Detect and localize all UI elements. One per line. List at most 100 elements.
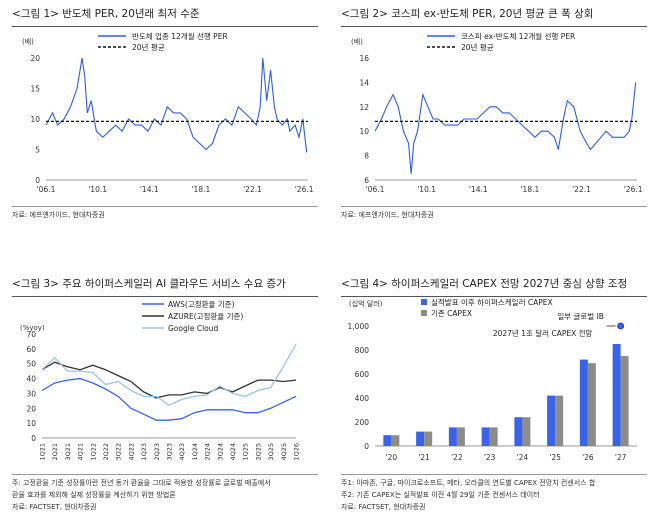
bar-after bbox=[416, 431, 425, 446]
source-rule bbox=[12, 206, 318, 207]
legend-label: 실적발표 이후 하이퍼스케일러 CAPEX bbox=[431, 298, 553, 307]
title-rule bbox=[341, 296, 647, 297]
panel-2-source: 자료: 에프앤가이드, 현대차증권 bbox=[341, 211, 434, 219]
legend-swatch bbox=[421, 299, 427, 305]
x-tick-label: 1Q21 bbox=[39, 443, 47, 461]
legend-label: 기존 CAPEX bbox=[431, 309, 472, 318]
panel-4-title: <그림 4> 하이퍼스케일러 CAPEX 전망 2027년 중심 상향 조정 bbox=[341, 278, 628, 290]
legend-label: 코스피 ex-반도체 12개월 선행 PER bbox=[461, 31, 575, 41]
y-tick-label: 10 bbox=[30, 115, 40, 124]
y-tick-label: 600 bbox=[355, 370, 370, 379]
x-tick-label: 2Q21 bbox=[51, 443, 59, 461]
x-tick-label: '18.1 bbox=[520, 185, 539, 194]
x-tick-label: 1Q22 bbox=[89, 443, 97, 461]
y-tick-label: 0 bbox=[364, 442, 369, 451]
bar-after bbox=[383, 435, 392, 446]
annotation-text: 일부 글로벌 IB bbox=[557, 311, 604, 321]
y-tick-label: 5 bbox=[35, 146, 40, 155]
source-rule bbox=[12, 474, 318, 475]
y-tick-label: 400 bbox=[355, 394, 370, 403]
panel-2: <그림 2> 코스피 ex-반도체 PER, 20년 평균 큰 폭 상회 (배)… bbox=[341, 6, 647, 224]
x-tick-label: 4Q21 bbox=[77, 443, 85, 461]
x-tick-label: '10.1 bbox=[417, 185, 436, 194]
panel-3: <그림 3> 주요 하이퍼스케일러 AI 클라우드 서비스 수요 증가 (%yo… bbox=[12, 276, 318, 520]
panel-3-note-2: 환율 효과를 제외해 실제 성장률을 계산하기 위한 방법론 bbox=[12, 491, 176, 499]
x-tick-label: '20 bbox=[386, 453, 398, 462]
x-tick-label: 1Q26 bbox=[293, 443, 301, 461]
bar-before bbox=[391, 435, 400, 446]
x-tick-label: '10.1 bbox=[88, 185, 107, 194]
y-tick-label: 10 bbox=[26, 419, 36, 428]
x-tick-label: 1Q24 bbox=[191, 443, 199, 461]
y-tick-label: 8 bbox=[364, 152, 369, 161]
x-tick-label: '18.1 bbox=[191, 185, 210, 194]
series-line bbox=[41, 377, 297, 421]
legend-label: 반도체 업종 12개월 선행 PER bbox=[132, 31, 228, 41]
bar-before bbox=[587, 363, 596, 446]
source-rule bbox=[341, 206, 647, 207]
x-tick-label: 4Q25 bbox=[280, 443, 288, 461]
bar-before bbox=[424, 431, 433, 446]
y-tick-label: 16 bbox=[359, 54, 369, 63]
annotation-point bbox=[617, 322, 625, 330]
series-line bbox=[41, 344, 297, 407]
y-tick-label: 0 bbox=[31, 434, 36, 443]
x-tick-label: 2Q23 bbox=[153, 443, 161, 461]
panel-1-title: <그림 1> 반도체 PER, 20년래 최저 수준 bbox=[12, 8, 200, 20]
panel-4-note-2: 주2: 기존 CAPEX는 실적발표 이전 4월 29일 기준 컨센서스 데이터 bbox=[341, 491, 540, 499]
x-tick-label: 4Q22 bbox=[127, 443, 135, 461]
panel-1-source: 자료: 에프앤가이드, 현대차증권 bbox=[12, 211, 105, 219]
x-tick-label: 2Q25 bbox=[254, 443, 262, 461]
legend-label: AWS(고정환율 기준) bbox=[168, 299, 235, 309]
panel-3-note-1: 주: 고정환율 기준 성장률이란 전년 동기 환율을 그대로 적용한 성장률로 … bbox=[12, 479, 271, 487]
legend-label: 20년 평균 bbox=[132, 42, 165, 52]
x-tick-label: '22 bbox=[451, 453, 463, 462]
y-tick-label: 0 bbox=[35, 176, 40, 185]
x-tick-label: 4Q23 bbox=[178, 443, 186, 461]
x-tick-label: '25 bbox=[549, 453, 561, 462]
x-tick-label: '22.1 bbox=[572, 185, 591, 194]
series-line bbox=[374, 82, 637, 174]
bar-after bbox=[481, 427, 490, 446]
title-rule bbox=[341, 26, 647, 27]
source-rule bbox=[341, 474, 647, 475]
y-tick-label: 800 bbox=[355, 346, 370, 355]
y-tick-label: 50 bbox=[26, 360, 36, 369]
y-unit-label: (배) bbox=[351, 37, 363, 46]
chart-2: (배) 6 8 10 12 14 16 '06.1 '10.1 '14.1 '18.1 '22.1 '2… bbox=[351, 31, 643, 194]
x-tick-label: 3Q22 bbox=[115, 443, 123, 461]
x-tick-label: 3Q25 bbox=[267, 443, 275, 461]
panel-4-note-1: 주1: 아마존, 구글, 마이크로소프트, 메타, 오라클의 연도별 CAPEX… bbox=[341, 479, 596, 487]
y-tick-label: 70 bbox=[26, 330, 36, 339]
x-tick-label: '27 bbox=[615, 453, 627, 462]
legend-label: AZURE(고정환율 기준) bbox=[168, 311, 243, 321]
series-line bbox=[41, 361, 297, 399]
x-tick-label: '22.1 bbox=[243, 185, 262, 194]
x-tick-label: '06.1 bbox=[366, 185, 385, 194]
y-unit-label: (배) bbox=[22, 37, 34, 46]
title-rule bbox=[12, 26, 318, 27]
bar-after bbox=[612, 344, 621, 446]
panel-2-title: <그림 2> 코스피 ex-반도체 PER, 20년 평균 큰 폭 상회 bbox=[341, 8, 594, 20]
x-tick-label: '14.1 bbox=[469, 185, 488, 194]
y-tick-label: 30 bbox=[26, 389, 36, 398]
bar-before bbox=[489, 427, 498, 446]
bar-before bbox=[555, 395, 564, 446]
bar-after bbox=[579, 359, 588, 446]
series-line bbox=[45, 57, 308, 153]
x-tick-label: '21 bbox=[418, 453, 430, 462]
y-tick-label: 6 bbox=[364, 176, 369, 185]
panel-4-source: 자료: FACTSET, 현대차증권 bbox=[341, 503, 426, 511]
x-tick-label: '26.1 bbox=[624, 185, 643, 194]
y-tick-label: 12 bbox=[359, 103, 369, 112]
y-tick-label: 60 bbox=[26, 345, 36, 354]
bar-after bbox=[448, 427, 457, 446]
y-tick-label: 40 bbox=[26, 375, 36, 384]
y-tick-label: 15 bbox=[30, 85, 40, 94]
y-tick-label: 1,000 bbox=[348, 322, 370, 331]
legend-swatch bbox=[421, 310, 427, 316]
legend-label: Google Cloud bbox=[168, 324, 218, 333]
y-unit-label: (십억 달러) bbox=[349, 299, 383, 308]
x-tick-label: 1Q25 bbox=[242, 443, 250, 461]
title-rule bbox=[12, 296, 318, 297]
